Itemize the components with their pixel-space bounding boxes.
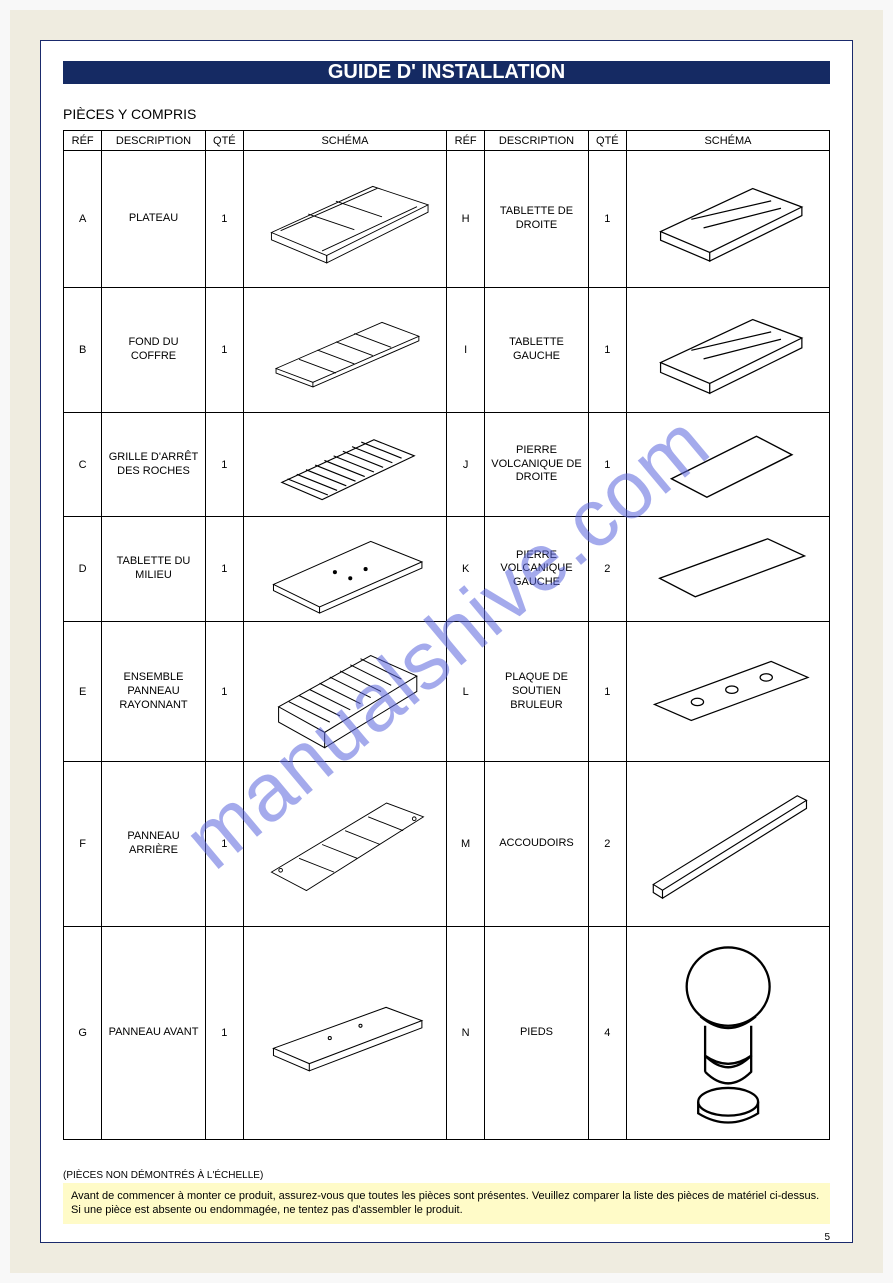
cell-ref: D xyxy=(64,517,102,622)
cell-ref: G xyxy=(64,927,102,1139)
cell-desc: TABLETTE DE DROITE xyxy=(485,151,588,288)
cell-desc: PLAQUE DE SOUTIEN BRULEUR xyxy=(485,622,588,762)
cell-diagram xyxy=(244,622,447,762)
cell-desc: FOND DU COFFRE xyxy=(102,288,205,413)
cell-ref: E xyxy=(64,622,102,762)
cell-ref: F xyxy=(64,762,102,927)
tabletop-icon xyxy=(253,168,437,269)
cell-diagram xyxy=(244,927,447,1139)
front-panel-icon xyxy=(253,992,437,1074)
cell-diagram xyxy=(626,762,829,927)
parts-table: RÉF DESCRIPTION QTÉ SCHÉMA RÉF DESCRIPTI… xyxy=(63,130,830,1140)
cell-desc: TABLETTE DU MILIEU xyxy=(102,517,205,622)
cell-diagram xyxy=(244,413,447,517)
cell-qty: 1 xyxy=(205,413,243,517)
stone-right-icon xyxy=(636,415,820,514)
page-number: 5 xyxy=(63,1232,830,1243)
back-panel-icon xyxy=(253,780,437,909)
chest-bottom-icon xyxy=(253,304,437,396)
col-desc: DESCRIPTION xyxy=(485,131,588,151)
shelf-left-icon xyxy=(636,295,820,406)
col-ref: RÉF xyxy=(446,131,484,151)
page-frame: GUIDE D' INSTALLATION PIÈCES Y COMPRIS R… xyxy=(40,40,853,1243)
cell-ref: L xyxy=(446,622,484,762)
col-desc: DESCRIPTION xyxy=(102,131,205,151)
cell-ref: I xyxy=(446,288,484,413)
col-qty: QTÉ xyxy=(205,131,243,151)
table-row: E ENSEMBLE PANNEAU RAYONNANT 1 L PLAQUE … xyxy=(64,622,830,762)
cell-qty: 4 xyxy=(588,927,626,1139)
cell-desc: PANNEAU AVANT xyxy=(102,927,205,1139)
cell-diagram xyxy=(244,288,447,413)
foot-icon xyxy=(636,929,820,1136)
cell-qty: 1 xyxy=(588,151,626,288)
cell-desc: TABLETTE GAUCHE xyxy=(485,288,588,413)
cell-qty: 1 xyxy=(205,622,243,762)
col-img: SCHÉMA xyxy=(626,131,829,151)
cell-qty: 2 xyxy=(588,762,626,927)
footer-area: (PIÈCES NON DÉMONTRÉS À L'ÉCHELLE) Avant… xyxy=(63,1140,830,1244)
cell-diagram xyxy=(244,151,447,288)
cell-diagram xyxy=(244,762,447,927)
cell-desc: PIEDS xyxy=(485,927,588,1139)
cell-desc: PIERRE VOLCANIQUE DE DROITE xyxy=(485,413,588,517)
page-title: GUIDE D' INSTALLATION xyxy=(63,61,830,84)
cell-ref: C xyxy=(64,413,102,517)
cell-ref: J xyxy=(446,413,484,517)
cell-desc: GRILLE D'ARRÊT DES ROCHES xyxy=(102,413,205,517)
col-qty: QTÉ xyxy=(588,131,626,151)
col-ref: RÉF xyxy=(64,131,102,151)
cell-diagram xyxy=(626,288,829,413)
section-subtitle: PIÈCES Y COMPRIS xyxy=(63,106,830,122)
scale-note: (PIÈCES NON DÉMONTRÉS À L'ÉCHELLE) xyxy=(63,1170,830,1181)
cell-desc: ENSEMBLE PANNEAU RAYONNANT xyxy=(102,622,205,762)
cell-ref: A xyxy=(64,151,102,288)
cell-desc: ACCOUDOIRS xyxy=(485,762,588,927)
cell-qty: 1 xyxy=(588,288,626,413)
radiant-panel-icon xyxy=(253,630,437,753)
table-row: A PLATEAU 1 H TABLETTE DE DROITE xyxy=(64,151,830,288)
shelf-right-icon xyxy=(636,164,820,275)
cell-diagram xyxy=(626,517,829,622)
table-row: C GRILLE D'ARRÊT DES ROCHES 1 J PIERRE V… xyxy=(64,413,830,517)
cell-qty: 1 xyxy=(205,762,243,927)
cell-qty: 2 xyxy=(588,517,626,622)
cell-desc: PANNEAU ARRIÈRE xyxy=(102,762,205,927)
table-row: G PANNEAU AVANT 1 N PIEDS 4 xyxy=(64,927,830,1139)
cell-qty: 1 xyxy=(205,288,243,413)
burner-plate-icon xyxy=(636,643,820,741)
cell-diagram xyxy=(244,517,447,622)
cell-desc: PIERRE VOLCANIQUE GAUCHE xyxy=(485,517,588,622)
table-row: B FOND DU COFFRE 1 I TABLETTE GAUCHE 1 xyxy=(64,288,830,413)
cell-ref: N xyxy=(446,927,484,1139)
cell-diagram xyxy=(626,151,829,288)
cell-qty: 1 xyxy=(205,517,243,622)
cell-qty: 1 xyxy=(205,927,243,1139)
rock-grate-icon xyxy=(253,419,437,511)
armrest-icon xyxy=(636,775,820,913)
cell-ref: M xyxy=(446,762,484,927)
table-row: F PANNEAU ARRIÈRE 1 M ACCOUDOIRS 2 xyxy=(64,762,830,927)
stone-left-icon xyxy=(636,523,820,615)
col-img: SCHÉMA xyxy=(244,131,447,151)
cell-ref: H xyxy=(446,151,484,288)
cell-diagram xyxy=(626,622,829,762)
cell-ref: K xyxy=(446,517,484,622)
document-page: GUIDE D' INSTALLATION PIÈCES Y COMPRIS R… xyxy=(10,10,883,1273)
cell-qty: 1 xyxy=(205,151,243,288)
cell-desc: PLATEAU xyxy=(102,151,205,288)
cell-qty: 1 xyxy=(588,622,626,762)
middle-shelf-icon xyxy=(253,523,437,615)
cell-diagram xyxy=(626,927,829,1139)
cell-qty: 1 xyxy=(588,413,626,517)
cell-ref: B xyxy=(64,288,102,413)
table-header-row: RÉF DESCRIPTION QTÉ SCHÉMA RÉF DESCRIPTI… xyxy=(64,131,830,151)
cell-diagram xyxy=(626,413,829,517)
table-row: D TABLETTE DU MILIEU 1 K PIERRE VOLCANIQ… xyxy=(64,517,830,622)
warning-box: Avant de commencer à monter ce produit, … xyxy=(63,1183,830,1225)
